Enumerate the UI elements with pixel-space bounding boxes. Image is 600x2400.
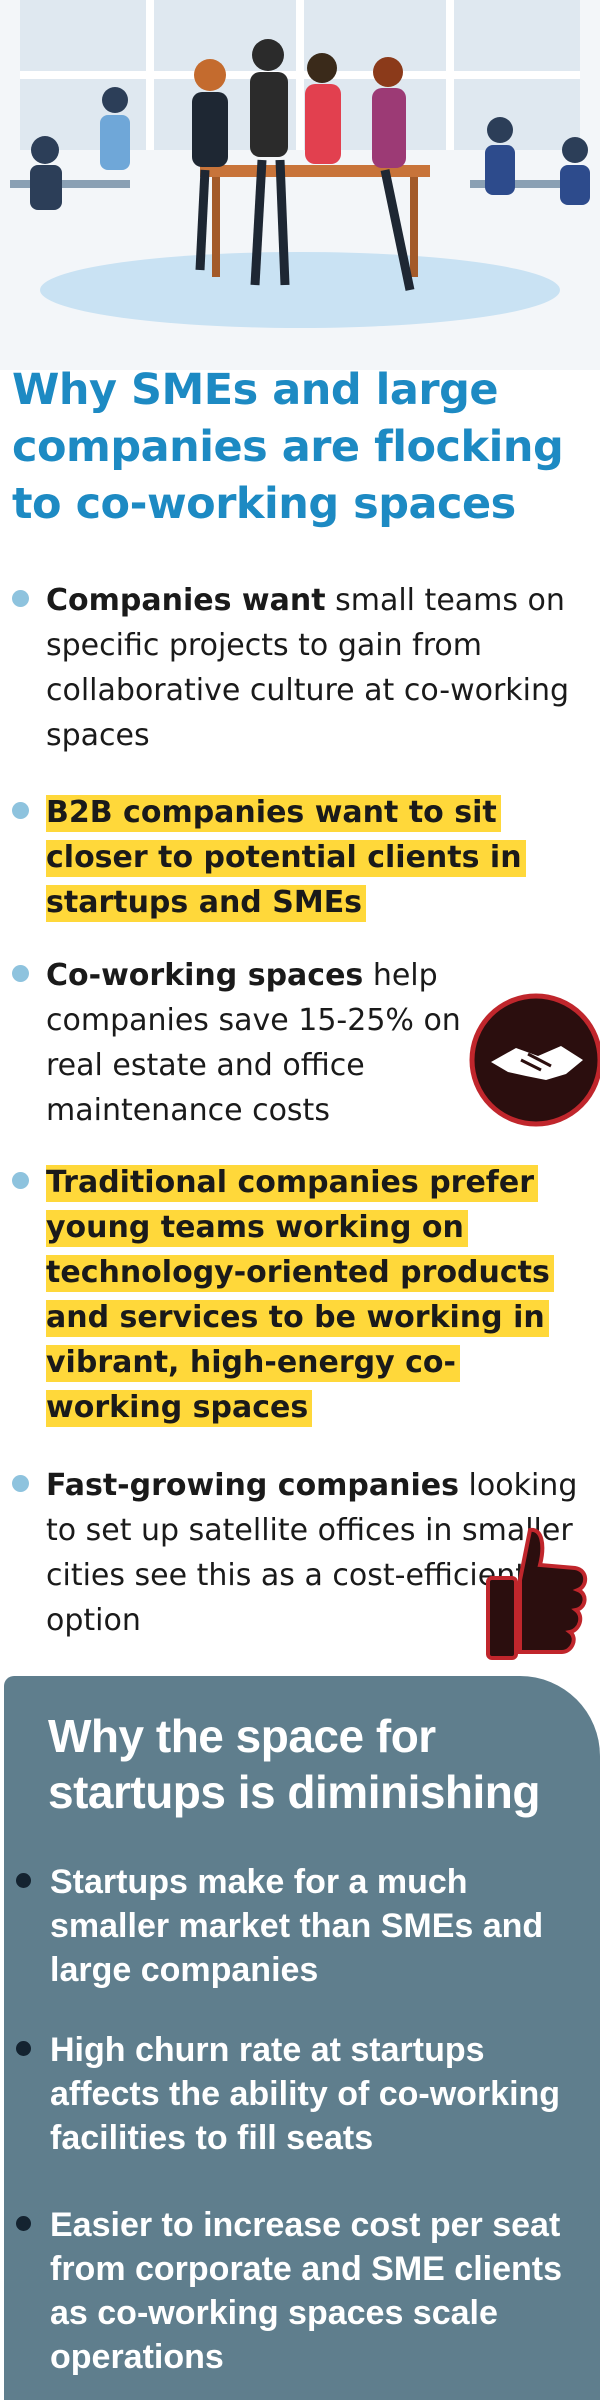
body-text: small teams on specific projects to gain… bbox=[46, 583, 570, 753]
bold-text: Fast-growing companies bbox=[46, 1468, 459, 1503]
thumbs-up-icon bbox=[486, 1527, 588, 1660]
bullet-dot bbox=[12, 590, 29, 607]
bullet-dot bbox=[12, 1475, 29, 1492]
handshake-icon bbox=[469, 993, 600, 1127]
bold-text: B2B companies want to sit closer to pote… bbox=[46, 795, 522, 920]
bullet-item: Companies want small teams on specific p… bbox=[12, 578, 576, 758]
panel-bullet-item: Startups make for a much smaller market … bbox=[16, 1860, 570, 1992]
bullet-dot bbox=[12, 802, 29, 819]
startups-panel bbox=[4, 1676, 600, 2400]
bold-text: Traditional companies prefer young teams… bbox=[46, 1165, 550, 1425]
bullet-text: Startups make for a much smaller market … bbox=[50, 1863, 544, 1989]
bullet-dot bbox=[16, 1873, 31, 1888]
headline: Why SMEs and large companies are flockin… bbox=[12, 365, 564, 529]
bullet-dot bbox=[16, 2216, 31, 2231]
office-illustration bbox=[0, 0, 600, 370]
bold-text: Co-working spaces bbox=[46, 958, 364, 993]
bold-text: Companies want bbox=[46, 583, 326, 618]
panel-title: Why the space for startups is diminishin… bbox=[48, 1710, 541, 1818]
panel-bullet-item: Easier to increase cost per seat from co… bbox=[16, 2203, 570, 2379]
bullet-item: Traditional companies prefer young teams… bbox=[12, 1160, 586, 1430]
bullet-item: B2B companies want to sit closer to pote… bbox=[12, 790, 566, 925]
bullet-dot bbox=[12, 965, 29, 982]
bullet-item: Co-working spaces help companies save 15… bbox=[12, 953, 466, 1133]
bullet-dot bbox=[12, 1172, 29, 1189]
highlight: B2B companies want to sit closer to pote… bbox=[46, 795, 526, 922]
body-text: looking to set up satellite offices in s… bbox=[46, 1468, 578, 1638]
bullet-text: High churn rate at startups affects the … bbox=[50, 2031, 561, 2157]
bullet-dot bbox=[16, 2041, 31, 2056]
bullet-text: Easier to increase cost per seat from co… bbox=[50, 2206, 562, 2376]
panel-bullet-item: High churn rate at startups affects the … bbox=[16, 2028, 570, 2160]
body-text: help companies save 15-25% on real estat… bbox=[46, 958, 461, 1128]
bullet-item: Fast-growing companies looking to set up… bbox=[12, 1463, 586, 1643]
highlight: Traditional companies prefer young teams… bbox=[46, 1165, 554, 1427]
